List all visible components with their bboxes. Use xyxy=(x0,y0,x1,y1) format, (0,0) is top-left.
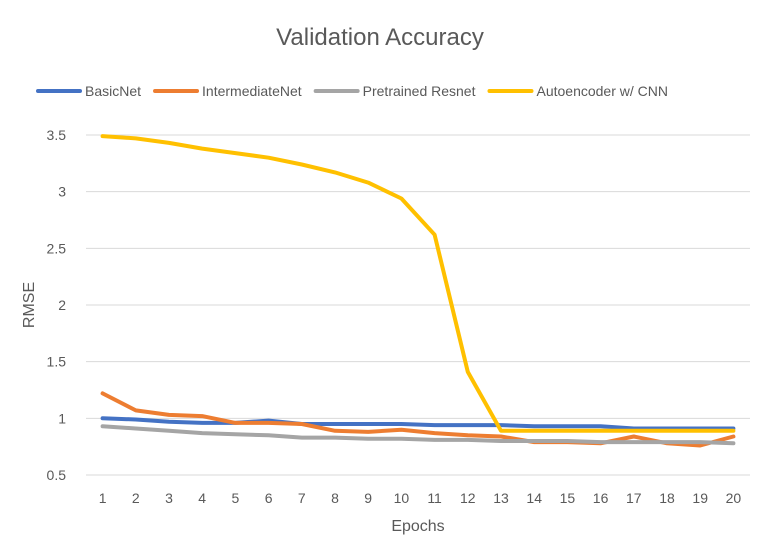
series-lines xyxy=(100,134,736,448)
x-tick-label: 12 xyxy=(460,490,476,506)
legend: BasicNet IntermediateNet Pretrained Resnet… xyxy=(36,83,668,99)
y-tick-label: 1.5 xyxy=(47,354,67,370)
series-line-autoencoder-w-cnn xyxy=(100,134,736,433)
y-tick-label: 2.5 xyxy=(47,240,67,256)
x-tick-label: 6 xyxy=(265,490,273,506)
series-line-pretrained-resnet xyxy=(100,424,736,446)
x-tick-label: 7 xyxy=(298,490,306,506)
y-axis-ticks: 0.5 1 1.5 2 2.5 3 3.5 xyxy=(47,127,67,483)
x-axis-ticks: 1 2 3 4 5 6 7 8 9 10 11 12 13 14 15 16 17 18 19 20 xyxy=(99,490,742,506)
x-tick-label: 15 xyxy=(560,490,576,506)
x-tick-label: 18 xyxy=(659,490,675,506)
x-tick-label: 11 xyxy=(427,490,442,506)
x-tick-label: 8 xyxy=(331,490,339,506)
y-tick-label: 3.5 xyxy=(47,127,67,143)
x-tick-label: 5 xyxy=(232,490,240,506)
x-tick-label: 17 xyxy=(626,490,642,506)
x-tick-label: 16 xyxy=(593,490,609,506)
x-tick-label: 10 xyxy=(394,490,410,506)
legend-label-basicnet: BasicNet xyxy=(85,83,141,99)
x-tick-label: 4 xyxy=(198,490,206,506)
x-axis-title: Epochs xyxy=(391,518,444,535)
x-tick-label: 20 xyxy=(726,490,742,506)
y-tick-label: 3 xyxy=(58,184,66,200)
x-tick-label: 9 xyxy=(364,490,372,506)
y-axis-title: RMSE xyxy=(21,282,38,328)
legend-label-pretrained-resnet: Pretrained Resnet xyxy=(363,83,476,99)
x-tick-label: 13 xyxy=(493,490,509,506)
x-tick-label: 3 xyxy=(165,490,173,506)
gridlines xyxy=(86,134,750,476)
chart-title: Validation Accuracy xyxy=(276,24,484,51)
legend-label-autoencoder-w-cnn: Autoencoder w/ CNN xyxy=(536,83,668,99)
y-tick-label: 2 xyxy=(58,297,66,313)
legend-label-intermediatenet: IntermediateNet xyxy=(202,83,302,99)
x-tick-label: 19 xyxy=(692,490,708,506)
y-tick-label: 0.5 xyxy=(47,467,67,483)
x-tick-label: 14 xyxy=(526,490,542,506)
x-tick-label: 2 xyxy=(132,490,140,506)
series-line-basicnet xyxy=(100,416,736,431)
x-tick-label: 1 xyxy=(99,490,107,506)
series-line-intermediatenet xyxy=(100,391,736,448)
y-tick-label: 1 xyxy=(58,410,66,426)
